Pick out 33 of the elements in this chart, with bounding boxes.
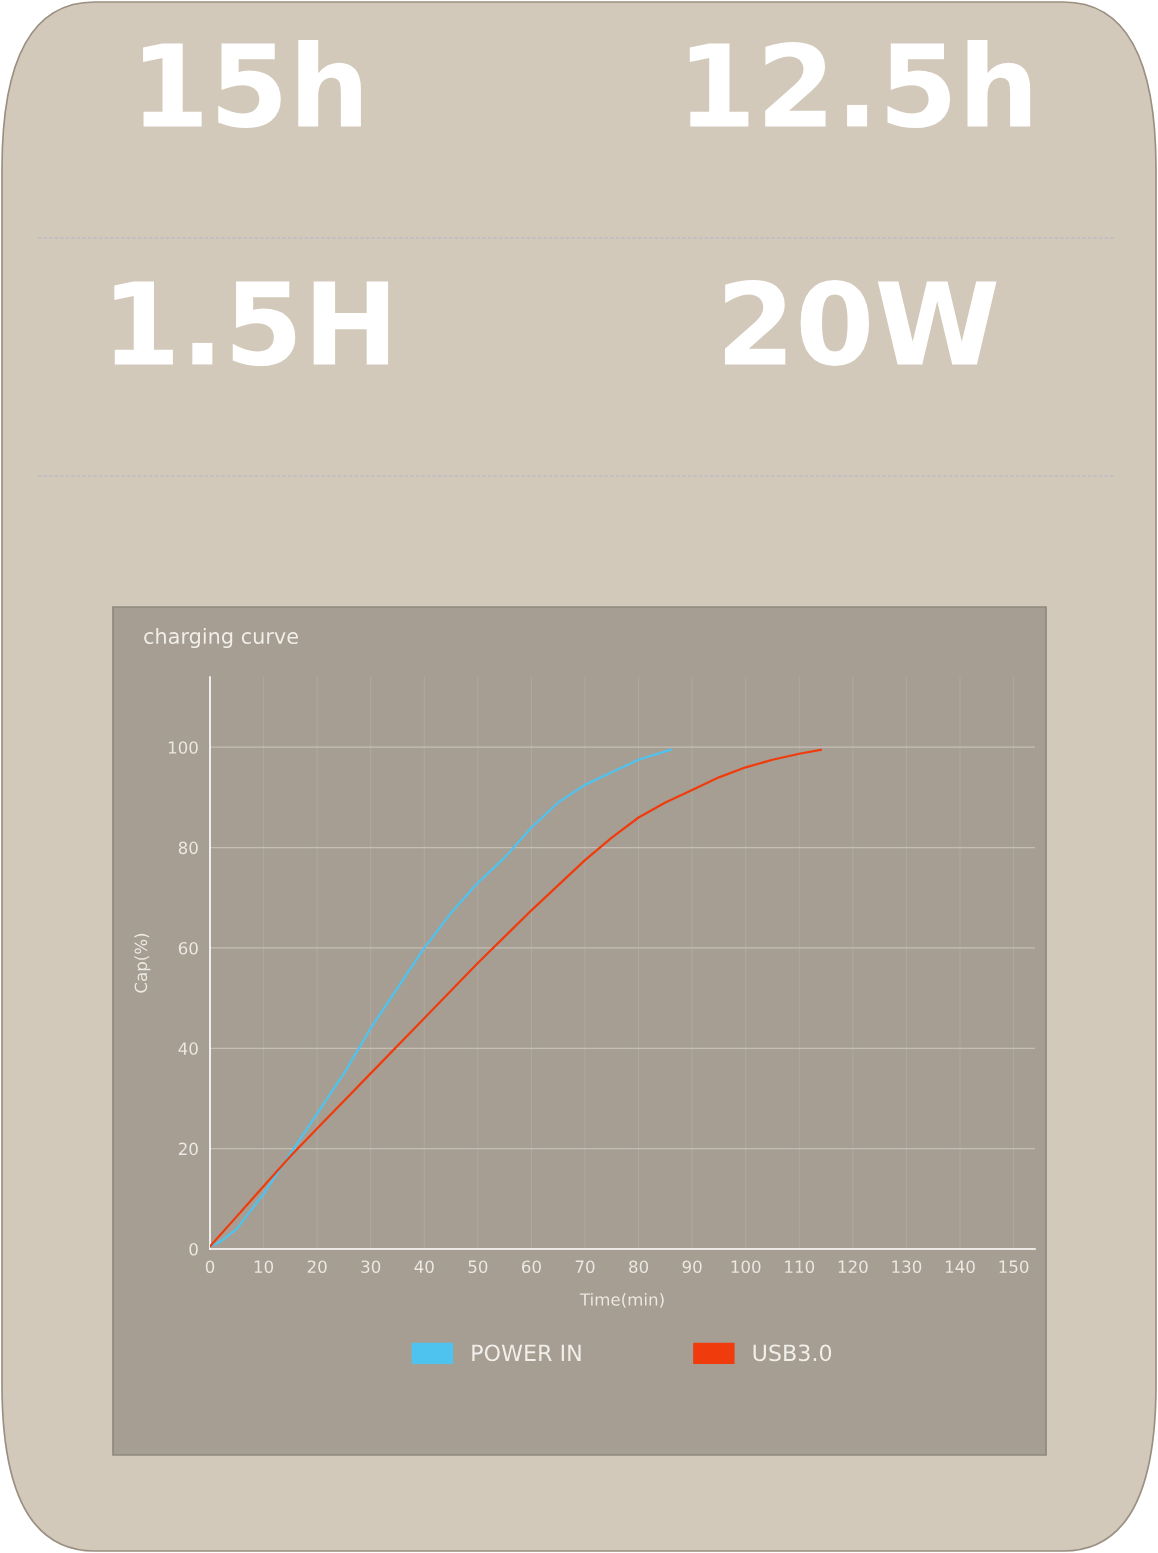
x-tick-label: 80	[629, 1260, 649, 1274]
line-series	[210, 748, 672, 1248]
y-tick-label: 0	[189, 1242, 198, 1256]
x-tick-label: 0	[205, 1260, 215, 1274]
y-tick-label: 80	[178, 841, 198, 855]
y-tick-label: 60	[178, 941, 198, 955]
y-tick-label: 40	[178, 1042, 198, 1055]
legend-label: USB3.0	[753, 1344, 832, 1362]
y-tick-label: 20	[178, 1142, 198, 1156]
x-tick-label: 110	[785, 1260, 815, 1274]
x-tick-label: 100	[731, 1260, 761, 1274]
line-series	[210, 748, 822, 1248]
x-tick-label: 30	[361, 1260, 381, 1274]
x-tick-label: 40	[414, 1260, 434, 1274]
text: 20W	[724, 279, 997, 367]
x-tick-label: 70	[575, 1260, 595, 1274]
x-tick-label: 140	[945, 1260, 975, 1274]
text: 15h	[143, 39, 361, 129]
x-tick-label: 130	[892, 1260, 922, 1274]
y-axis-title: Cap(%)	[134, 933, 151, 993]
x-tick-label: 120	[838, 1260, 868, 1274]
chart-title: charging curve	[144, 627, 298, 649]
x-tick-label: 150	[999, 1260, 1029, 1274]
x-tick-label: 10	[254, 1260, 274, 1274]
y-tick-label: 100	[168, 741, 198, 754]
x-tick-label: 20	[307, 1260, 327, 1274]
x-tick-label: 50	[468, 1260, 488, 1274]
x-tick-label: 90	[682, 1260, 702, 1274]
text: 12.5h	[689, 39, 1031, 129]
text: 1.5H	[114, 281, 389, 367]
x-tick-label: 60	[521, 1260, 541, 1274]
legend-label: POWER IN	[472, 1344, 581, 1362]
x-axis-title: Time(min)	[579, 1292, 664, 1308]
